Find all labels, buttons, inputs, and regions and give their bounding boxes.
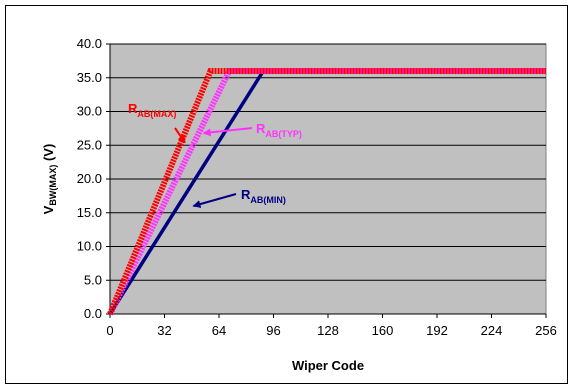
y-axis-title: VBW(MAX) (V) bbox=[41, 144, 58, 215]
y-axis-title-main: V bbox=[41, 205, 56, 214]
y-axis-title-sub: BW(MAX) bbox=[48, 165, 58, 206]
annotation-label-sub: AB(MAX) bbox=[137, 109, 176, 119]
y-tick-label: 0.0 bbox=[84, 306, 102, 321]
x-tick-label: 224 bbox=[481, 323, 503, 338]
x-tick-label: 256 bbox=[535, 323, 557, 338]
annotation-label-sub: AB(TYP) bbox=[265, 129, 302, 139]
y-tick-label: 10.0 bbox=[77, 239, 102, 254]
x-tick-label: 0 bbox=[106, 323, 113, 338]
y-tick-label: 35.0 bbox=[77, 70, 102, 85]
annotation-label-sub: AB(MIN) bbox=[250, 195, 286, 205]
y-tick-label: 20.0 bbox=[77, 171, 102, 186]
x-axis-title: Wiper Code bbox=[292, 358, 364, 373]
y-axis-title-unit: (V) bbox=[41, 144, 56, 165]
x-tick-label: 96 bbox=[266, 323, 280, 338]
x-tick-label: 192 bbox=[426, 323, 448, 338]
x-tick-label: 32 bbox=[157, 323, 171, 338]
y-tick-label: 5.0 bbox=[84, 272, 102, 287]
x-tick-label: 160 bbox=[372, 323, 394, 338]
y-tick-label: 30.0 bbox=[77, 104, 102, 119]
y-tick-label: 15.0 bbox=[77, 205, 102, 220]
y-tick-label: 25.0 bbox=[77, 137, 102, 152]
x-tick-label: 128 bbox=[317, 323, 339, 338]
y-tick-label: 40.0 bbox=[77, 36, 102, 51]
x-tick-label: 64 bbox=[212, 323, 226, 338]
